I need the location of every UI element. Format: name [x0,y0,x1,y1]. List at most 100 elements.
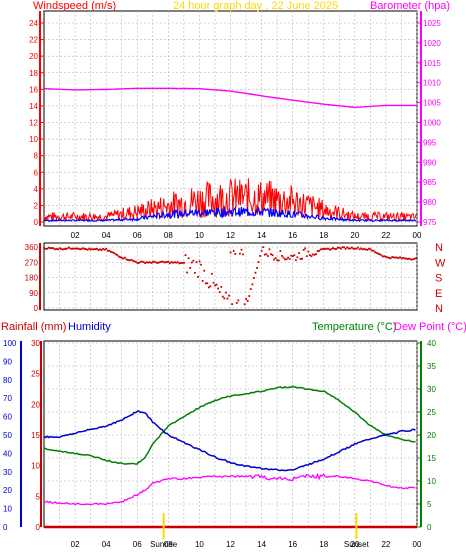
wind-direction-point [156,262,159,264]
x-tick-label-02: 02 [71,540,80,549]
wind-direction-point [293,254,296,257]
rainfall-tick-label: 30 [31,339,40,348]
wind-direction-point [273,258,276,261]
wind-direction-point [400,257,403,260]
wind-direction-point [411,258,414,261]
wind-direction-point [105,247,108,250]
x-tick-label-20: 20 [350,231,359,240]
wind-direction-point [145,261,148,264]
windspeed-tick-label: 14 [29,102,38,111]
wind-direction-point [128,259,131,262]
wind-direction-point [352,247,355,250]
humidity-line [43,410,416,472]
wind-direction-point [111,251,114,254]
wind-direction-point [136,262,139,264]
x-tick-label-14: 14 [257,540,266,549]
wind-direction-point [253,277,255,279]
wind-direction-point [100,249,103,252]
wind-direction-point [124,256,126,259]
wind-direction-point [256,266,258,269]
wind-direction-point [294,259,297,262]
direction-tick-label: 270 [25,258,39,267]
wind-direction-point [333,248,336,250]
dewpoint-line [43,472,416,506]
wind-direction-point [336,246,339,249]
windspeed-tick-label: 16 [29,85,38,94]
wind-direction-point [364,248,367,251]
wind-direction-point [125,258,128,261]
wind-direction-point [215,283,218,286]
wind-direction-point [332,247,335,249]
x-tick-label-22: 22 [381,231,390,240]
x-tick-label-12: 12 [226,231,235,240]
barometer-tick-label: 1025 [423,19,441,28]
wind-direction-point [394,256,397,259]
wind-direction-point [119,256,122,259]
wind-direction-point [363,248,366,250]
temperature-line [43,385,416,465]
wind-direction-point [305,255,308,258]
windspeed-tick-label: 2 [34,201,39,210]
humidity-tick-label: 100 [3,339,17,348]
wind-direction-point [249,288,252,290]
wind-direction-point [108,249,111,252]
wind-direction-point [372,249,375,252]
barometer-tick-label: 980 [423,198,437,207]
wind-direction-point [316,250,319,253]
wind-direction-point [89,248,92,251]
wind-direction-point [313,253,316,256]
x-tick-label-04: 04 [102,231,111,240]
wind-direction-point [96,247,98,250]
direction-tick-label: 360 [25,243,39,252]
wind-direction-point [211,272,213,275]
wind-panel-grid: 02 04 06 08 10 12 14 16 18 20 22 00 [44,11,422,240]
wind-direction-point [134,260,137,263]
x-tick-label-22: 22 [381,540,390,549]
wind-direction-point [374,251,377,254]
wind-direction-point [380,254,383,257]
wind-direction-point [327,247,330,250]
wind-direction-point [204,282,207,285]
wind-direction-point [69,247,72,250]
wind-direction-point [167,260,170,263]
wind-direction-point [175,261,178,264]
wind-direction-point [176,261,179,264]
temperature-tick-label: 5 [427,500,432,509]
wind-direction-point [74,247,77,250]
wind-direction-point [71,247,73,250]
barometer-tick-label: 990 [423,158,437,167]
wind-direction-point [161,260,164,263]
windspeed-tick-label: 18 [29,69,38,78]
direction-panel-axes: 0 N 90 E 180 S 270 W 360 N [25,242,446,315]
wind-direction-point [263,253,266,256]
wind-direction-point [54,248,56,251]
wind-direction-point [58,247,61,250]
wind-direction-point [207,286,210,289]
wind-direction-point [169,262,171,265]
wind-direction-point [402,256,405,259]
wind-direction-point [189,266,192,269]
wind-direction-point [170,261,173,263]
windspeed-tick-label: 12 [29,119,38,128]
humidity-tick-label: 40 [3,449,12,458]
windspeed-tick-label: 0 [34,218,39,227]
wind-direction-point [127,259,129,261]
barometer-tick-label: 985 [423,178,437,187]
wind-direction-point [321,248,324,251]
rainfall-tick-label: 15 [31,431,40,440]
wind-direction-point [164,261,167,264]
humidity-tick-label: 60 [3,413,12,422]
wind-direction-point [343,246,345,249]
wind-direction-point [114,253,117,256]
wind-direction-point [55,248,58,250]
wind-direction-point [243,303,246,306]
wind-direction-point [382,255,384,258]
wind-direction-point [350,246,353,249]
wind-direction-point [296,256,299,259]
wind-direction-point [46,247,49,250]
wind-direction-point [63,247,66,250]
wind-direction-point [117,255,120,258]
wind-direction-point [357,246,359,249]
wind-direction-point [179,262,182,265]
